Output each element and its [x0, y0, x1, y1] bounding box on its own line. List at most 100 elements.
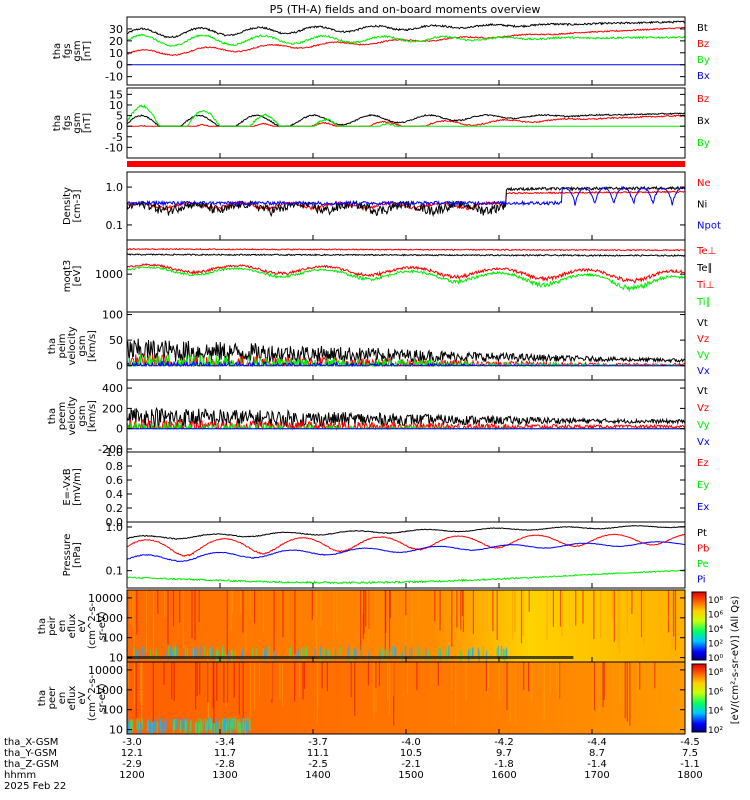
series-line-By [126, 33, 686, 48]
spectrogram-streak [603, 662, 605, 701]
y-axis-label-line: [nPa] [72, 542, 83, 568]
spectrogram-streak [362, 590, 364, 615]
spectrogram-streak [226, 662, 228, 703]
spectrogram-lowband [290, 646, 292, 658]
spectrogram-lowband [377, 646, 379, 658]
y-tick-label: 0.0 [106, 516, 124, 529]
y-axis-label-line: eflux [67, 686, 78, 711]
spectrogram-lowband [472, 647, 474, 659]
spectrogram-streak [230, 590, 232, 631]
spectrogram-lowband [203, 721, 205, 733]
spectrogram-streak [378, 662, 381, 686]
spectrogram-lowband [140, 722, 142, 734]
spectrogram-streak [367, 662, 369, 686]
spectrogram-streak [212, 662, 214, 708]
spectrogram-lowband [382, 648, 384, 660]
spectrogram-lowband [173, 719, 175, 731]
spectrogram-streak [492, 590, 494, 632]
x-row-label: 2025 Feb 22 [4, 781, 66, 792]
spectrogram-lowband [234, 650, 236, 662]
spectrogram-streak [388, 662, 391, 715]
spectrogram-lowband [394, 646, 396, 658]
spectrogram-lowband [156, 721, 158, 733]
spectrogram-streak [362, 590, 364, 640]
spectrogram-lowband [325, 649, 327, 661]
spectrogram-streak [498, 662, 500, 701]
spectrogram-lowband [130, 718, 133, 730]
series-line-Ti∥ [127, 266, 686, 293]
y-axis-label-line: Density [62, 187, 73, 225]
spectrogram-streak [515, 662, 517, 723]
y-axis-label-line: sr-eV) [97, 611, 108, 640]
spectrogram-lowband [149, 649, 152, 661]
y-axis-label-line: peir [47, 615, 58, 635]
spectrogram-lowband [175, 718, 178, 730]
spectrogram-streak [663, 662, 666, 696]
spectrogram-streak [600, 590, 602, 638]
spectrogram-lowband [265, 646, 267, 658]
x-axis-value: -2.8 [215, 759, 235, 770]
spectrogram-lowband [319, 646, 322, 658]
x-axis-value: 1800 [677, 770, 702, 781]
spectrogram-streak [593, 662, 596, 711]
x-axis-value: -2.5 [308, 759, 328, 770]
colorbars: 10⁸ 10⁶ 10⁴ 10² 10⁰ 10⁸ 10⁶ 10⁴ 10² [eV/(cm²-s-sr… [691, 591, 741, 736]
spectrogram-lowband [224, 650, 226, 662]
spectrogram-streak [299, 662, 301, 698]
spectrogram-lowband [228, 720, 230, 732]
y-tick-label: 0.8 [106, 460, 124, 473]
spectrogram-lowband [251, 647, 254, 659]
spectrogram-lowband [181, 718, 183, 730]
series-line-Pi [126, 541, 685, 562]
x-axis-value: 1400 [305, 770, 330, 781]
y-axis-label: moqt3 [eV] [62, 260, 83, 293]
x-axis-value: -3.7 [308, 737, 328, 748]
spectrogram-lowband [439, 649, 441, 661]
spectrogram-lowband [242, 721, 244, 733]
y-axis-label-line: tha [47, 338, 58, 354]
spectrogram-lowband [234, 717, 237, 729]
legend-Ti∥: Ti∥ [696, 297, 711, 308]
spectrogram-streak [630, 662, 633, 686]
spectrogram-lowband [137, 722, 139, 734]
y-tick-label: 20 [109, 35, 123, 48]
panel-frame [126, 379, 686, 453]
y-tick-label: 0.1 [106, 565, 124, 578]
spectrogram-lowband [225, 722, 227, 734]
spectrogram-lowband [222, 718, 224, 730]
spectrogram-streak [543, 662, 545, 719]
spectrogram-lowband [163, 721, 165, 733]
spectrogram-lowband [409, 648, 411, 660]
spectrogram-streak [270, 662, 272, 699]
spectrogram-lowband [190, 719, 192, 731]
spectrogram-streak [133, 590, 135, 655]
spectrogram-lowband [231, 648, 233, 660]
spectrogram-streak [487, 662, 490, 689]
spectrogram-streak [640, 590, 643, 638]
x-axis-value: 1600 [491, 770, 516, 781]
y-axis-label-line: [eV] [72, 266, 83, 287]
spectrogram-lowband [155, 648, 157, 660]
spectrogram-lowband [242, 648, 244, 660]
legend-By: By [697, 55, 710, 66]
panel-frame [126, 87, 686, 159]
y-axis-label-line: tha [47, 408, 58, 424]
mode-bar [127, 161, 685, 167]
spectrogram-streak [164, 590, 166, 618]
series-line-Ne [126, 190, 686, 212]
spectrogram-streak [254, 590, 256, 624]
series-line-Te∥ [126, 253, 686, 257]
spectrogram-lowband [437, 648, 439, 660]
spectrogram-lowband [205, 721, 207, 733]
spectrogram-lowband [201, 720, 203, 732]
spectrogram-streak [367, 590, 369, 645]
colorbar-tick-label: 10⁶ [708, 687, 723, 697]
spectrogram-streak [317, 662, 319, 708]
y-axis-label-line: gsm [77, 335, 88, 356]
spectrogram-streak [242, 662, 244, 722]
spectrogram-lowband [395, 647, 397, 659]
figure-title: P5 (TH-A) fields and on-board moments ov… [270, 3, 541, 16]
